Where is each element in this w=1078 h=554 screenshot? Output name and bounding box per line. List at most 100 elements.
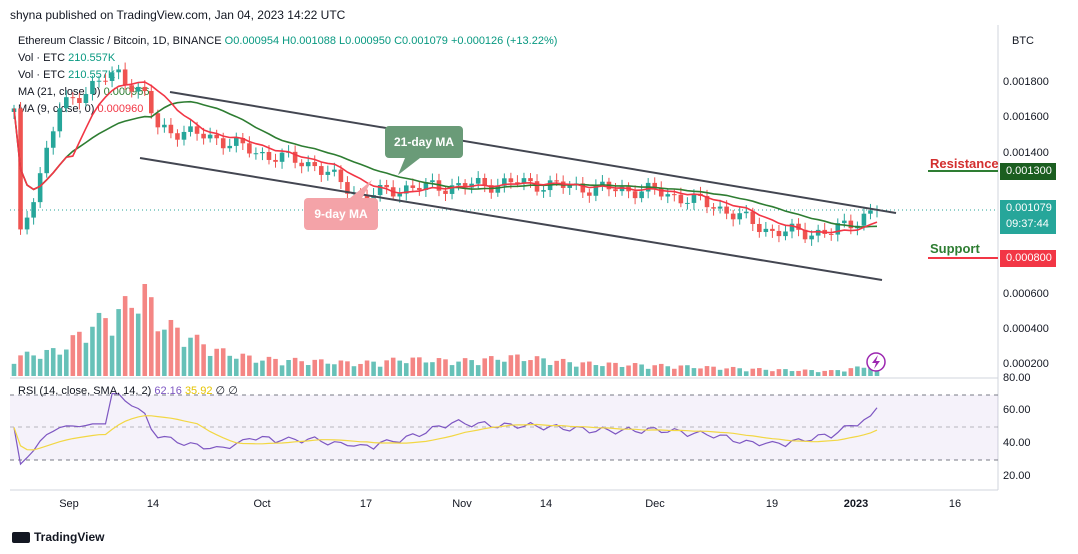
time-tick: Dec	[645, 498, 665, 510]
volume-bar	[619, 366, 625, 376]
candle-body	[443, 190, 448, 194]
volume-bar	[652, 365, 658, 376]
candle-body	[776, 230, 782, 237]
volume-bar	[253, 362, 259, 376]
time-tick: Oct	[253, 498, 271, 510]
volume-bar	[11, 363, 17, 376]
volume-bar	[763, 369, 769, 376]
candle-body	[279, 152, 285, 162]
candle-body	[417, 187, 422, 190]
change-value: +0.000126 (+13.22%)	[450, 35, 558, 47]
vol-legend-2[interactable]: Vol · ETC 210.557K	[18, 69, 115, 81]
volume-bar	[770, 371, 775, 376]
volume-bar	[364, 360, 370, 376]
volume-bar	[103, 318, 108, 376]
candle-body	[750, 211, 756, 224]
volume-bar	[188, 337, 193, 376]
volume-bar	[64, 349, 69, 376]
candle-body	[534, 181, 540, 192]
ma9-callout: 9-day MA	[304, 180, 378, 230]
candle-body	[31, 202, 36, 218]
volume-bar	[318, 359, 324, 376]
vol-legend-1[interactable]: Vol · ETC 210.557K	[18, 52, 115, 64]
candle-body	[508, 178, 514, 183]
rsi-tick: 60.00	[1003, 404, 1031, 416]
volume-bar	[567, 362, 573, 376]
candle-body	[247, 143, 252, 154]
volume-bar	[175, 327, 180, 376]
volume-bar	[534, 356, 540, 376]
volume-bar	[698, 368, 703, 376]
candle-body	[162, 124, 167, 128]
candle-body	[711, 207, 716, 209]
volume-bar	[443, 359, 448, 376]
published-by: shyna published on TradingView.com, Jan …	[10, 8, 346, 22]
volume-bar	[332, 364, 337, 376]
volume-bar	[802, 369, 808, 376]
volume-bar	[109, 335, 115, 376]
candle-body	[462, 183, 468, 188]
rsi-band	[10, 395, 998, 460]
ma21-callout: 21-day MA	[385, 126, 463, 175]
time-tick: 16	[948, 498, 962, 510]
volume-bar	[521, 361, 527, 376]
volume-bar	[809, 370, 814, 376]
volume-bar	[560, 358, 566, 376]
volume-bar	[266, 356, 272, 376]
symbol-name: Ethereum Classic / Bitcoin, 1D, BINANCE	[18, 35, 222, 47]
candle-body	[828, 233, 834, 235]
price-tick: 0.000600	[1003, 288, 1049, 300]
volume-bar	[456, 361, 461, 376]
candle-body	[377, 184, 383, 196]
ma21-label: MA (21, close, 0)	[18, 86, 101, 98]
lightning-icon[interactable]	[866, 352, 886, 372]
volume-bar	[214, 348, 219, 376]
candle-body	[325, 171, 331, 175]
candle-body	[541, 190, 546, 192]
candle-body	[665, 194, 671, 197]
candle-body	[691, 193, 697, 203]
volume-bar	[469, 360, 474, 376]
volume-bar	[626, 365, 631, 376]
candle-body	[168, 124, 174, 134]
candle-body	[260, 151, 265, 154]
candle-body	[109, 72, 115, 81]
candle-body	[155, 113, 161, 128]
resistance-price-value: 0.001300	[1006, 165, 1052, 177]
candle-body	[345, 182, 350, 194]
volume-bar	[129, 307, 134, 376]
ma21-line	[13, 100, 878, 228]
volume-bar	[312, 359, 318, 376]
candle-body	[77, 98, 82, 103]
volume-bar	[384, 360, 389, 376]
rsi-label: RSI (14, close, SMA, 14, 2)	[18, 385, 152, 397]
volume-bar	[515, 354, 520, 376]
tradingview-logo[interactable]: TradingView	[12, 530, 104, 544]
volume-bar	[658, 363, 664, 376]
candle-body	[24, 217, 30, 230]
ma9-legend[interactable]: MA (9, close, 0) 0.000960	[18, 103, 143, 115]
volume-bar	[430, 362, 435, 376]
volume-bar	[580, 362, 586, 376]
support-price-value: 0.000800	[1006, 252, 1052, 264]
candle-body	[789, 223, 795, 232]
candle-body	[181, 131, 187, 140]
volume-bar	[410, 357, 416, 376]
volume-bar	[547, 364, 553, 376]
candle-body	[50, 131, 56, 148]
candle-body	[83, 94, 89, 103]
volume-bar	[90, 326, 95, 376]
volume-bar	[260, 360, 265, 376]
candle-body	[57, 108, 63, 132]
candle-body	[495, 185, 501, 193]
resistance-price-tag	[1000, 163, 1056, 180]
volume-bar	[606, 362, 612, 376]
current-price-tag	[1000, 200, 1056, 234]
candle-body	[149, 90, 154, 114]
candle-body	[632, 191, 638, 199]
volume-bar	[704, 366, 710, 376]
rsi-legend[interactable]: RSI (14, close, SMA, 14, 2) 62.16 35.92 …	[18, 384, 238, 397]
volume-bar	[711, 366, 716, 376]
volume-bar	[155, 331, 161, 376]
